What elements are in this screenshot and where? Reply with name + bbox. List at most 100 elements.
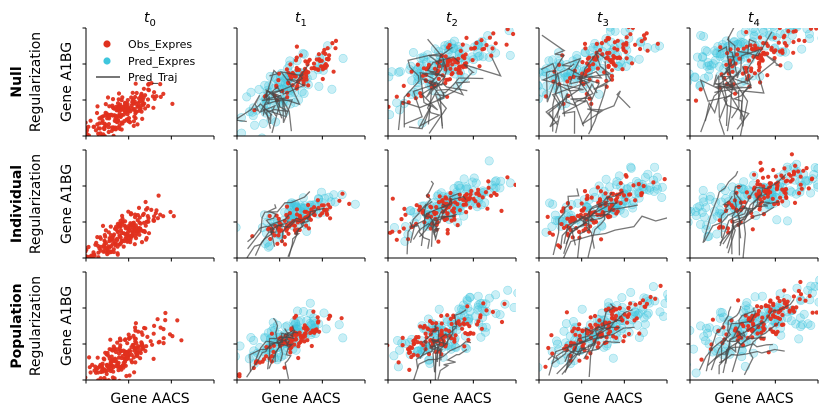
obs-expres-point: [294, 207, 299, 212]
obs-expres-point: [74, 377, 78, 381]
obs-expres-point: [634, 316, 639, 321]
obs-expres-point: [621, 45, 626, 50]
obs-expres-point: [633, 198, 638, 203]
obs-expres-point: [126, 106, 131, 111]
obs-expres-point: [316, 52, 321, 57]
traj-line: [246, 331, 299, 378]
obs-expres-point: [68, 258, 72, 262]
traj-line: [422, 72, 446, 129]
pred-expres-point: [544, 56, 554, 66]
obs-expres-point: [617, 306, 622, 311]
pred-expres-point: [659, 311, 667, 321]
pred-expres-point: [697, 207, 707, 217]
obs-expres-point: [432, 66, 437, 71]
traj-line: [430, 325, 440, 372]
obs-expres-point: [94, 110, 100, 116]
obs-expres-point: [108, 337, 113, 342]
obs-expres-point: [611, 60, 616, 65]
obs-expres-point: [598, 189, 604, 194]
pred-expres-point: [794, 28, 801, 30]
obs-expres-point: [116, 368, 121, 373]
pred-expres-point: [511, 87, 519, 95]
obs-expres-point: [499, 208, 504, 213]
pred-expres-point: [585, 46, 595, 56]
traj-line: [581, 90, 631, 125]
obs-expres-point: [120, 354, 125, 359]
obs-expres-point: [79, 371, 83, 375]
obs-expres-point: [51, 139, 55, 143]
traj-line: [433, 203, 448, 241]
obs-expres-point: [152, 323, 157, 328]
pred-expres-point: [662, 342, 670, 350]
obs-expres-point: [375, 95, 379, 99]
obs-expres-point: [465, 321, 470, 326]
panel-null-t3: [511, 27, 668, 140]
traj-line: [730, 55, 782, 119]
pred-expres-point: [634, 54, 644, 64]
obs-expres-point: [115, 230, 121, 235]
obs-expres-point: [569, 340, 574, 345]
pred-expres-point: [822, 170, 830, 178]
obs-expres-point: [175, 318, 180, 323]
obs-expres-point: [116, 351, 122, 356]
obs-expres-point: [129, 234, 134, 239]
obs-expres-point: [105, 350, 110, 356]
obs-expres-point: [595, 185, 601, 190]
obs-expres-point: [599, 237, 604, 242]
traj-line: [412, 215, 456, 240]
obs-expres-point: [111, 133, 116, 136]
y-label: Gene A1BG: [59, 42, 75, 122]
obs-expres-point: [621, 339, 626, 344]
obs-expres-point: [326, 202, 331, 207]
pred-expres-point: [601, 174, 611, 184]
traj-line: [563, 215, 667, 258]
obs-expres-point: [93, 384, 97, 388]
obs-expres-point: [322, 47, 327, 53]
obs-expres-point: [461, 197, 466, 202]
obs-expres-point: [54, 284, 58, 288]
obs-expres-point: [752, 71, 758, 76]
obs-expres-point: [440, 198, 445, 203]
pred-expres-point: [550, 210, 560, 220]
column-title-t4: t4: [748, 10, 760, 29]
obs-expres-point: [449, 72, 454, 77]
obs-expres-point: [108, 360, 113, 365]
obs-expres-point: [150, 342, 155, 347]
pred-expres-point: [350, 199, 360, 209]
obs-expres-point: [598, 48, 603, 53]
obs-expres-point: [117, 233, 122, 238]
obs-expres-point: [126, 209, 131, 214]
obs-expres-point: [133, 94, 138, 100]
obs-expres-point: [791, 39, 796, 45]
pred-expres-point: [324, 192, 334, 202]
obs-expres-point: [460, 42, 465, 47]
obs-expres-point: [750, 47, 755, 52]
obs-expres-point: [303, 331, 308, 336]
obs-expres-point: [587, 55, 592, 60]
obs-expres-point: [791, 50, 796, 55]
obs-expres-point: [111, 125, 116, 130]
obs-expres-point: [588, 323, 593, 328]
obs-expres-point: [124, 352, 129, 357]
obs-expres-point: [122, 337, 128, 343]
obs-expres-point: [275, 241, 280, 246]
obs-expres-point: [79, 140, 83, 144]
obs-expres-point: [750, 227, 755, 232]
obs-expres-point: [125, 233, 130, 238]
obs-expres-point: [477, 64, 482, 69]
obs-expres-point: [782, 166, 787, 171]
obs-expres-point: [777, 28, 782, 31]
pred-expres-point: [712, 229, 722, 239]
obs-expres-point: [311, 61, 317, 66]
pred-expres-point: [787, 187, 797, 197]
obs-expres-point: [324, 56, 329, 62]
obs-expres-point: [513, 182, 516, 187]
obs-expres-point: [546, 345, 551, 351]
pred-expres-point: [522, 80, 530, 88]
pred-expres-point: [539, 363, 543, 372]
obs-expres-point: [777, 299, 782, 304]
traj-line: [284, 339, 295, 380]
obs-expres-point: [640, 298, 646, 303]
obs-expres-point: [480, 195, 485, 200]
